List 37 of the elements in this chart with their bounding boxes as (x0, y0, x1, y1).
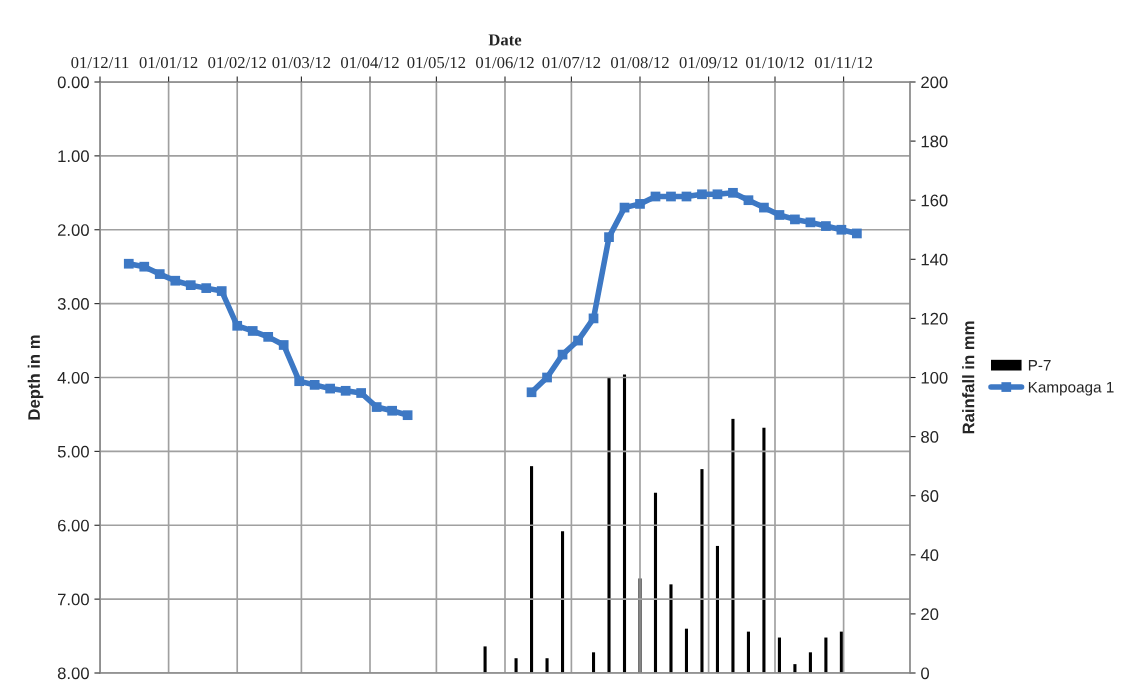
x-tick-label: 01/01/12 (139, 56, 198, 69)
x-tick-label: 01/04/12 (341, 56, 399, 69)
x-tick-label: 01/02/12 (208, 56, 266, 69)
x-tick-label: 01/11/12 (814, 56, 873, 69)
y-axis-title: Depth in m (27, 335, 44, 420)
x-tick-label: 01/09/12 (679, 56, 738, 69)
y-tick-label: 8.00 (57, 667, 89, 680)
y2-tick-label: 40 (920, 549, 939, 561)
y-tick-label: 2.00 (57, 224, 89, 236)
y2-tick-label: 180 (921, 135, 948, 148)
x-tick-label: 01/03/12 (272, 56, 331, 69)
y2-tick-label: 60 (921, 490, 939, 502)
x-axis-title: Date (488, 34, 522, 46)
y2-tick-label: 200 (921, 76, 948, 89)
y-tick-label: 1.00 (58, 150, 89, 163)
x-tick-label: 01/07/12 (542, 56, 601, 69)
y2-tick-label: 160 (921, 194, 948, 207)
y-tick-label: 0.00 (57, 76, 89, 89)
legend-label: Kampoaga 1 (1028, 381, 1114, 396)
y-tick-label: 6.00 (57, 519, 89, 532)
x-tick-label: 01/10/12 (746, 56, 804, 69)
x-tick-label: 01/06/12 (476, 56, 534, 69)
y2-tick-label: 140 (921, 253, 948, 266)
y-tick-label: 3.00 (57, 298, 89, 310)
y2-tick-label: 80 (921, 431, 939, 443)
y2-tick-label: 120 (921, 312, 948, 325)
x-tick-label: 01/08/12 (611, 56, 669, 69)
x-tick-label: 01/12/11 (71, 56, 129, 69)
y-tick-label: 7.00 (58, 593, 89, 606)
y2-tick-label: 100 (921, 371, 948, 384)
y-tick-label: 4.00 (57, 371, 89, 384)
y-tick-label: 5.00 (57, 445, 89, 458)
legend-label: P-7 (1028, 360, 1051, 371)
y2-axis-title: Rainfall in mm (962, 321, 975, 434)
y2-tick-label: 20 (921, 608, 939, 621)
x-tick-label: 01/05/12 (407, 56, 466, 69)
y2-tick-label: 0 (921, 667, 930, 680)
